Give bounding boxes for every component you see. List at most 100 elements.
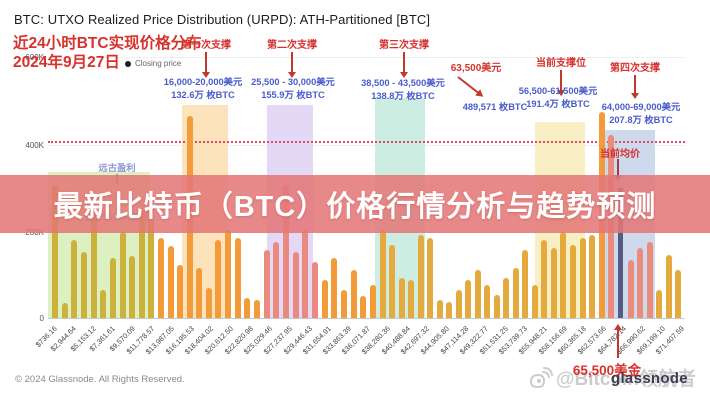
urpd-bar xyxy=(666,255,672,318)
urpd-bar xyxy=(522,250,528,318)
bottom-price-label: 65,500美金 xyxy=(572,363,642,378)
y-axis-tick: 400K xyxy=(25,141,44,150)
closing-price-bar xyxy=(618,188,623,318)
support-arrow-icon xyxy=(631,93,639,99)
urpd-bar xyxy=(580,238,586,318)
urpd-bar xyxy=(91,195,97,318)
urpd-bar xyxy=(158,238,164,318)
urpd-bar xyxy=(293,252,299,318)
chart-title: BTC: UTXO Realized Price Distribution (U… xyxy=(14,12,431,27)
urpd-bar xyxy=(647,242,653,318)
bottom-arrow-line xyxy=(617,330,619,358)
support-label-0: 第一次支撑 xyxy=(181,40,231,51)
urpd-bar xyxy=(120,232,126,318)
support-arrow-line xyxy=(634,75,636,93)
annotation-3: 489,571 枚BTC xyxy=(462,102,528,112)
urpd-bar xyxy=(551,248,557,318)
weibo-watermark: @Bitcoin领航者 xyxy=(527,364,696,391)
urpd-bar xyxy=(331,258,337,318)
urpd-bar xyxy=(168,246,174,318)
urpd-bar xyxy=(589,235,595,318)
copyright-text: © 2024 Glassnode. All Rights Reserved. xyxy=(15,374,185,385)
legend-label: Closing price xyxy=(135,59,182,68)
current-avg-price-label: 当前均价 xyxy=(600,149,640,160)
profit-zone-label: 远古盈利 xyxy=(98,163,136,173)
support-arrow-line xyxy=(205,52,207,72)
resistance-dotted-line xyxy=(48,141,685,143)
avg-arrow-line xyxy=(617,159,619,175)
urpd-bar xyxy=(541,240,547,318)
subtitle-cn-date: 2024年9月27日 xyxy=(13,54,120,71)
urpd-bar xyxy=(283,185,289,318)
urpd-bar xyxy=(380,230,386,318)
weibo-eye-icon xyxy=(529,366,553,388)
support-label-4: 当前支撑位 xyxy=(536,58,586,69)
urpd-bar xyxy=(71,240,77,318)
support-label-2: 第三次支撑 xyxy=(379,40,429,51)
support-arrow-line xyxy=(403,52,405,72)
annotation-1: 25,500 - 30,000美元 155.9万 枚BTC xyxy=(251,77,335,100)
urpd-bar xyxy=(503,278,509,318)
urpd-bar xyxy=(52,185,58,318)
annotation-0: 16,000-20,000美元 132.6万 枚BTC xyxy=(163,77,243,100)
urpd-bar xyxy=(437,300,443,318)
support-label-1: 第二次支撑 xyxy=(267,40,317,51)
urpd-bar xyxy=(408,280,414,318)
support-arrow-icon xyxy=(557,90,565,96)
urpd-bar xyxy=(351,270,357,318)
y-axis-tick: 0 xyxy=(39,314,44,323)
y-axis-tick: 600K xyxy=(25,53,44,62)
urpd-bar xyxy=(370,285,376,318)
subtitle-cn-line1: 近24小时BTC实现价格分布 xyxy=(13,35,202,52)
urpd-bar xyxy=(560,232,566,318)
urpd-bar xyxy=(465,280,471,318)
urpd-bar xyxy=(62,303,68,318)
support-arrow-line xyxy=(560,70,562,90)
urpd-bar xyxy=(148,205,154,318)
support-arrow-icon xyxy=(288,72,296,78)
urpd-bar xyxy=(244,298,250,318)
urpd-bar xyxy=(446,302,452,318)
support-arrow-icon xyxy=(202,72,210,78)
legend: Closing price xyxy=(125,59,181,68)
price-63500-arrow-icon xyxy=(457,76,480,94)
urpd-bar xyxy=(129,256,135,318)
urpd-bar xyxy=(215,240,221,318)
urpd-bar xyxy=(675,270,681,318)
urpd-bar xyxy=(427,238,433,318)
urpd-bar xyxy=(81,252,87,318)
urpd-bar xyxy=(360,296,366,318)
urpd-bar xyxy=(177,265,183,318)
overlay-banner: 最新比特币（BTC）价格行情分析与趋势预测 xyxy=(0,175,710,233)
support-label-5: 第四次支撑 xyxy=(610,63,660,74)
gridline xyxy=(48,145,685,146)
urpd-bar xyxy=(254,300,260,318)
urpd-bar xyxy=(206,288,212,318)
urpd-bar xyxy=(312,262,318,318)
glassnode-logo: glassnode xyxy=(611,370,688,387)
gridline xyxy=(48,57,685,58)
urpd-bar xyxy=(302,230,308,318)
annotation-5: 64,000-69,000美元 207.8万 枚BTC xyxy=(601,102,681,125)
urpd-bar xyxy=(399,278,405,318)
urpd-bar xyxy=(235,238,241,318)
urpd-bar xyxy=(570,245,576,318)
urpd-bar xyxy=(139,210,145,318)
support-arrow-icon xyxy=(400,72,408,78)
urpd-bar xyxy=(264,250,270,318)
urpd-bar xyxy=(100,290,106,318)
x-axis-line xyxy=(48,318,685,319)
closing-price-dot-icon xyxy=(125,60,131,67)
annotation-4: 56,500-61,500美元 191.4万 枚BTC xyxy=(518,86,598,109)
urpd-bar xyxy=(532,285,538,318)
watermark-text: @Bitcoin领航者 xyxy=(556,369,696,390)
banner-headline: 最新比特币（BTC）价格行情分析与趋势预测 xyxy=(53,191,657,223)
urpd-bar xyxy=(456,290,462,318)
urpd-bar xyxy=(225,230,231,318)
support-label-3: 63,500美元 xyxy=(450,63,502,74)
urpd-bar xyxy=(389,245,395,318)
urpd-bar xyxy=(341,290,347,318)
urpd-bar xyxy=(475,270,481,318)
urpd-bar xyxy=(628,260,634,318)
